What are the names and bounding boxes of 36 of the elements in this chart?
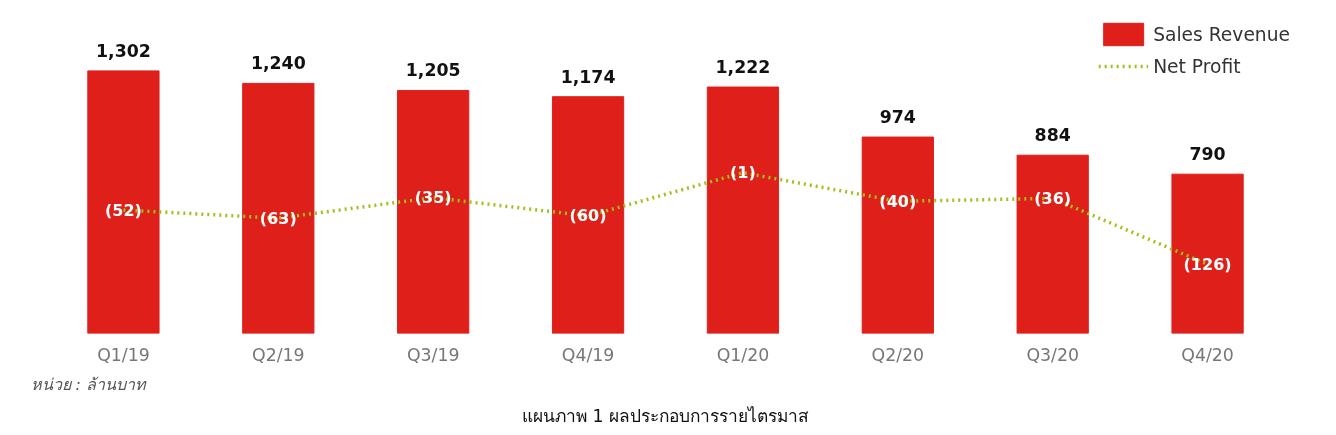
- bar: [242, 82, 315, 334]
- data-label: (60): [569, 206, 607, 226]
- text: หน่วย : ล้านบาท: [30, 374, 148, 394]
- x-tick-label: Q1/19: [97, 344, 150, 365]
- data-label: (1): [730, 163, 756, 183]
- data-label: (35): [414, 188, 452, 208]
- x-tick-label: Q4/20: [1181, 344, 1234, 365]
- x-tick-label: Q2/20: [871, 344, 925, 365]
- data-label: 1,205: [405, 60, 461, 81]
- data-label: (40): [879, 191, 917, 211]
- data-label: (126): [1183, 254, 1232, 274]
- legend-label: Net Profit: [1153, 55, 1241, 77]
- bar: [551, 96, 625, 334]
- bar: [1171, 173, 1244, 334]
- data-label: 1,302: [96, 40, 151, 61]
- data-label: (36): [1034, 188, 1072, 208]
- text: แผนภาพ 1 ผลประกอบการรายไตรมาส: [521, 405, 810, 426]
- x-tick-label: Q1/20: [716, 344, 770, 365]
- bar: [87, 70, 160, 334]
- data-label: 790: [1189, 144, 1226, 165]
- data-label: 1,174: [560, 66, 616, 87]
- data-label: 1,222: [715, 57, 771, 78]
- data-label: 974: [879, 107, 916, 128]
- data-label: 884: [1034, 125, 1071, 146]
- bar: [1016, 154, 1089, 334]
- bar: [706, 86, 780, 334]
- data-label: (63): [259, 208, 297, 228]
- legend-label: Sales Revenue: [1153, 23, 1290, 45]
- x-tick-label: Q3/20: [1026, 344, 1079, 365]
- x-tick-label: Q3/19: [406, 344, 460, 365]
- x-tick-label: Q2/19: [252, 344, 305, 365]
- bar: [861, 136, 934, 334]
- x-tick-label: Q4/19: [561, 344, 615, 365]
- data-label: 1,240: [250, 53, 306, 74]
- bar: [397, 89, 470, 334]
- data-label: (52): [104, 200, 142, 220]
